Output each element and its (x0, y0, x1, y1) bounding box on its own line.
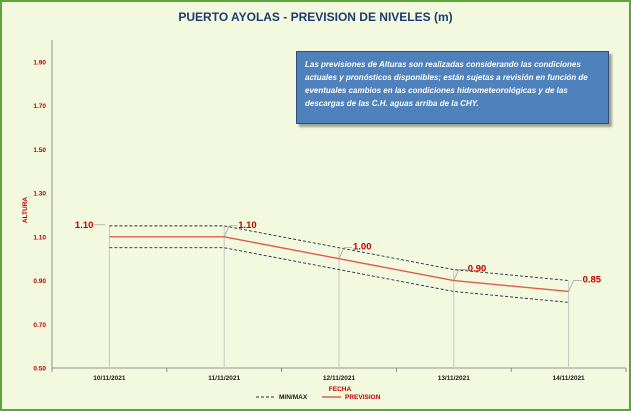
legend: MIN/MAX PREVISION (256, 394, 381, 401)
data-label: 0.90 (468, 264, 487, 275)
data-label: 1.10 (75, 220, 94, 231)
minmax-max-line (109, 225, 569, 281)
y-tick-label: 1.50 (33, 147, 46, 154)
minmax-min-line (109, 247, 569, 303)
x-axis-label: FECHA (329, 386, 352, 393)
data-label: 1.10 (238, 220, 257, 231)
data-label-leader (338, 247, 352, 259)
y-tick-label: 1.70 (33, 103, 46, 110)
y-axis-label: ALTURA (22, 197, 29, 224)
legend-prevision-label: PREVISION (345, 394, 381, 401)
y-tick-label: 1.30 (33, 191, 46, 198)
forecast-note: Las previsiones de Alturas son realizada… (296, 51, 609, 124)
y-tick-label: 0.50 (33, 366, 46, 373)
x-tick-label: 12/11/2021 (323, 375, 356, 382)
x-tick-label: 11/11/2021 (208, 375, 240, 382)
y-tick-label: 1.90 (33, 59, 46, 66)
y-tick-label: 0.70 (33, 322, 46, 329)
data-label: 0.85 (583, 274, 602, 285)
data-label-leader (453, 269, 467, 281)
x-tick-label: 10/11/2021 (93, 375, 126, 382)
data-label-leader (568, 280, 582, 292)
chart-title: PUERTO AYOLAS - PREVISION DE NIVELES (m) (178, 10, 453, 24)
x-tick-label: 14/11/2021 (553, 375, 586, 382)
data-label-leader (223, 225, 238, 237)
y-tick-label: 1.10 (33, 234, 46, 241)
legend-minmax-label: MIN/MAX (279, 394, 308, 401)
x-tick-label: 13/11/2021 (438, 375, 471, 382)
data-label: 1.00 (353, 242, 372, 253)
y-tick-label: 0.90 (33, 278, 46, 285)
